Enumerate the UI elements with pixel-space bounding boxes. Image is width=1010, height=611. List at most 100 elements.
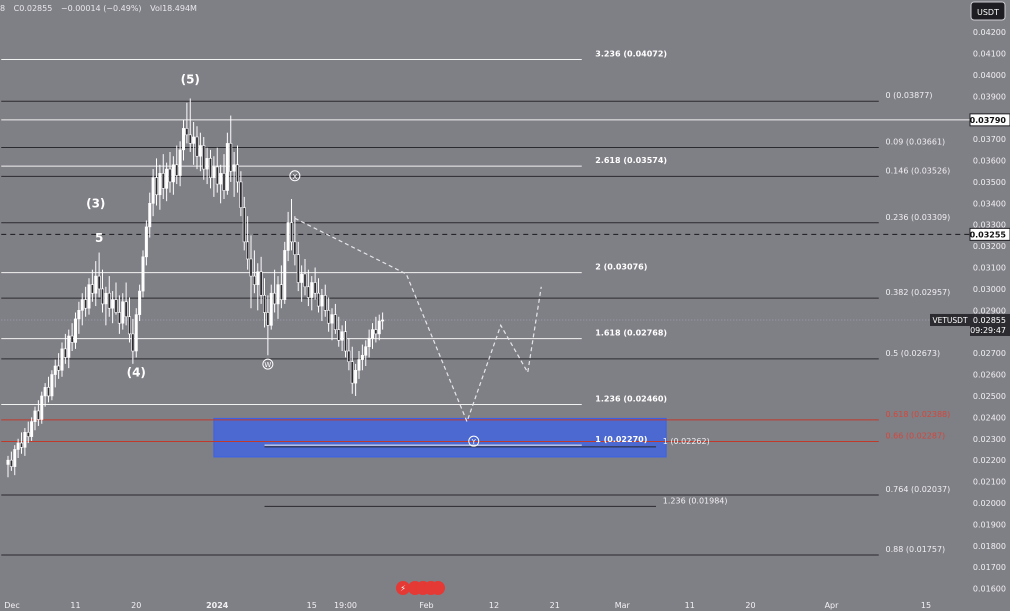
- y-tick-label: 0.01600: [973, 585, 1006, 594]
- flag-icon[interactable]: [431, 581, 445, 595]
- wave-label: (4): [127, 366, 146, 380]
- candle-body: [212, 166, 216, 178]
- wave-label: W: [264, 361, 271, 369]
- y-tick-label: 0.02600: [973, 371, 1006, 380]
- candle-body: [182, 128, 186, 151]
- axes-group: USDT 0.042000.041000.040000.039000.03800…: [4, 1, 1010, 610]
- candle-body: [381, 319, 385, 322]
- fib-level-label: 1 (0.02270): [595, 435, 647, 444]
- x-tick-label: 20: [745, 601, 755, 610]
- candle-body: [134, 314, 138, 352]
- y-tick-label: 0.03100: [973, 264, 1006, 273]
- fib-levels-group: 3.236 (0.04072) 0 (0.03877) 0.09 (0.03661)…: [1, 50, 975, 556]
- candle-body: [19, 442, 23, 448]
- last-price-flag: [970, 313, 1010, 336]
- candle-body: [316, 292, 320, 307]
- candle-body: [30, 421, 34, 437]
- candle-body: [94, 275, 98, 294]
- candle-body: [26, 432, 30, 437]
- candle-body: [107, 292, 111, 309]
- candle-body: [111, 299, 115, 309]
- change-value: −0.00014 (−0.49%): [60, 4, 142, 13]
- x-tick-label: 20: [131, 601, 141, 610]
- x-tick-label: Apr: [825, 601, 840, 610]
- wave-labels-group: (5) (3) 5 (4) X W Y: [86, 72, 480, 447]
- y-tick-label: 0.02700: [973, 349, 1006, 358]
- candle-body: [117, 312, 121, 324]
- candle-body: [374, 329, 378, 335]
- candle-body: [249, 258, 253, 277]
- candle-body: [97, 275, 101, 290]
- wave-label: Y: [471, 438, 477, 446]
- candle-body: [60, 348, 64, 371]
- candle-body: [151, 177, 155, 204]
- candle-body: [138, 290, 142, 315]
- candle-body: [296, 254, 300, 283]
- candle-body: [87, 284, 91, 309]
- candle-body: [279, 284, 283, 300]
- candle-body: [77, 310, 81, 320]
- candle-body: [104, 292, 108, 305]
- target-zone: [213, 417, 667, 458]
- candle-body: [327, 310, 331, 324]
- fib-level-label: 0.382 (0.02957): [886, 288, 951, 297]
- price-flag: [969, 227, 1010, 241]
- candle-body: [377, 320, 381, 335]
- candle-body: [158, 173, 162, 196]
- candle-body: [370, 329, 374, 339]
- candle-body: [242, 207, 246, 243]
- candle-body: [155, 177, 159, 196]
- price-flag-label: 0.03790: [970, 116, 1007, 125]
- candle-body: [367, 337, 371, 348]
- symbol-tag: [930, 313, 970, 326]
- fib-level-label: 3.236 (0.04072): [595, 50, 667, 59]
- x-tick-label: 19:00: [334, 601, 357, 610]
- candle-body: [266, 312, 270, 326]
- currency-badge[interactable]: [970, 1, 1006, 21]
- wave-label-circle: [468, 435, 480, 447]
- candle-body: [9, 459, 13, 467]
- symbol-tag-label: VETUSDT: [932, 316, 967, 325]
- candle-body: [198, 145, 202, 157]
- fib-level-label: 0.09 (0.03661): [886, 137, 946, 146]
- candle-body: [310, 282, 314, 298]
- x-tick-label: 11: [70, 601, 80, 610]
- y-tick-label: 0.03600: [973, 157, 1006, 166]
- candle-body: [246, 241, 250, 260]
- volume-value: Vol18.494M: [150, 4, 197, 13]
- candle-body: [323, 295, 327, 311]
- candle-body: [175, 164, 179, 176]
- candle-body: [205, 158, 209, 170]
- y-tick-label: 0.02000: [973, 499, 1006, 508]
- y-tick-label: 0.02300: [973, 435, 1006, 444]
- wave-label: (5): [181, 72, 200, 86]
- y-tick-label: 0.02200: [973, 456, 1006, 465]
- candle-body: [269, 292, 273, 326]
- candle-body: [124, 301, 128, 318]
- wave-label: (3): [86, 197, 105, 211]
- x-tick-label: Mar: [615, 601, 631, 610]
- y-tick-label: 0.01900: [973, 520, 1006, 529]
- candles-group: [6, 98, 385, 478]
- candle-body: [192, 136, 196, 144]
- y-tick-label: 0.02500: [973, 392, 1006, 401]
- candle-body: [354, 369, 358, 384]
- fib-level-label: 1 (0.02262): [663, 437, 710, 446]
- candle-body: [202, 145, 206, 170]
- x-tick-label: 2024: [206, 601, 229, 610]
- candle-body: [70, 335, 74, 343]
- fib-level-label: 0.618 (0.02388): [886, 410, 951, 419]
- candle-body: [144, 226, 148, 258]
- candle-body: [90, 284, 94, 294]
- currency-badge-label: USDT: [977, 8, 999, 17]
- candle-body: [16, 442, 20, 450]
- x-tick-label: 12: [489, 601, 499, 610]
- flash-icon[interactable]: [396, 581, 410, 595]
- candle-body: [23, 432, 27, 448]
- y-tick-label: 0.03700: [973, 135, 1006, 144]
- candle-body: [185, 128, 189, 136]
- candle-body: [148, 203, 152, 228]
- candle-body: [141, 256, 145, 292]
